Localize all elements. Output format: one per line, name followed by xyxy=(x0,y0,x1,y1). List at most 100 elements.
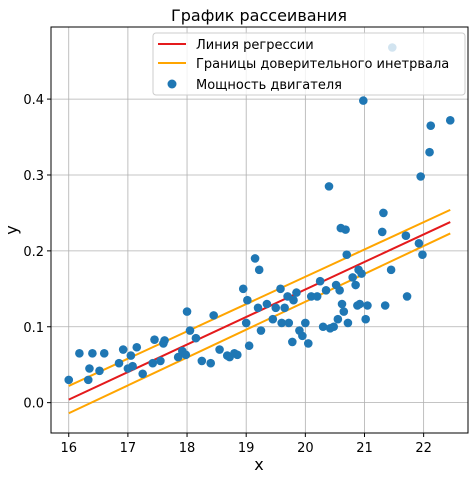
data-point xyxy=(386,265,396,275)
legend-box xyxy=(152,32,466,96)
data-point xyxy=(277,318,286,328)
data-point xyxy=(241,318,251,328)
data-point xyxy=(425,147,434,157)
data-point xyxy=(348,273,357,282)
data-point xyxy=(324,182,334,191)
data-point xyxy=(416,172,425,181)
data-point xyxy=(132,342,142,352)
x-ticks: 16 17 18 19 20 21 22 xyxy=(60,433,432,456)
data-point xyxy=(280,303,289,313)
data-point xyxy=(343,318,353,328)
data-point xyxy=(341,225,350,234)
chart-title: График рассеивания xyxy=(171,6,347,25)
data-point xyxy=(88,349,97,358)
data-point xyxy=(182,307,192,316)
data-point xyxy=(303,339,313,348)
data-point xyxy=(271,303,281,313)
data-point xyxy=(276,284,285,294)
data-point xyxy=(83,375,93,385)
plot-frame xyxy=(50,26,469,434)
data-point xyxy=(426,121,436,130)
data-point xyxy=(315,276,325,286)
data-point xyxy=(126,351,136,360)
legend: Линия регрессии Границы доверительного и… xyxy=(152,32,466,96)
data-point xyxy=(268,314,278,324)
scatter-points xyxy=(64,43,455,385)
data-point xyxy=(333,314,343,324)
data-point xyxy=(361,314,370,324)
data-point xyxy=(64,375,74,385)
data-point xyxy=(95,366,104,376)
y-tick-label: 0.1 xyxy=(23,321,44,336)
legend-confidence-label: Границы доверительного инетрвала xyxy=(196,57,449,72)
data-point xyxy=(337,299,347,309)
data-point xyxy=(380,301,390,310)
data-point xyxy=(445,116,455,125)
data-point xyxy=(85,364,94,373)
data-point xyxy=(262,299,272,309)
data-point xyxy=(118,345,128,354)
data-point xyxy=(363,301,372,310)
data-point xyxy=(318,322,328,332)
data-point xyxy=(401,231,411,240)
data-point xyxy=(418,250,427,259)
data-point xyxy=(377,227,387,237)
x-tick-label: 16 xyxy=(60,441,77,456)
data-point xyxy=(148,358,158,368)
data-point xyxy=(75,349,84,358)
data-point xyxy=(243,295,252,305)
x-axis-label: x xyxy=(254,455,263,474)
data-point xyxy=(99,349,109,358)
data-point xyxy=(379,208,388,218)
data-point xyxy=(256,326,266,335)
y-tick-label: 0.0 xyxy=(23,397,44,412)
legend-points-label: Мощность двигателя xyxy=(196,78,342,93)
data-point xyxy=(342,250,352,259)
data-point xyxy=(244,341,254,351)
data-point xyxy=(289,295,298,305)
data-point xyxy=(321,286,331,295)
data-point xyxy=(298,331,307,341)
data-point xyxy=(215,345,224,354)
x-tick-label: 18 xyxy=(179,441,196,456)
y-tick-label: 0.4 xyxy=(23,93,44,108)
data-point xyxy=(233,350,242,360)
data-point xyxy=(197,356,207,366)
y-tick-label: 0.2 xyxy=(23,245,44,260)
data-point xyxy=(414,238,424,248)
data-point xyxy=(114,358,124,368)
data-point xyxy=(150,335,159,344)
data-point xyxy=(329,322,339,332)
legend-regression-label: Линия регрессии xyxy=(196,38,314,53)
data-point xyxy=(206,358,216,368)
data-point xyxy=(335,286,344,295)
data-point xyxy=(288,337,297,347)
data-point xyxy=(173,352,183,362)
data-point xyxy=(250,254,260,263)
y-axis-label: y xyxy=(2,225,21,234)
data-point xyxy=(254,265,264,275)
data-point xyxy=(339,307,349,316)
data-point xyxy=(253,303,263,313)
data-point xyxy=(357,269,366,278)
data-point xyxy=(185,326,195,335)
x-tick-label: 17 xyxy=(120,441,137,456)
data-point xyxy=(359,96,368,105)
data-point xyxy=(191,333,201,343)
confidence-lower-line xyxy=(68,232,451,415)
data-point xyxy=(292,288,301,297)
x-tick-label: 20 xyxy=(297,441,314,456)
data-point xyxy=(181,350,191,360)
legend-points-swatch xyxy=(167,79,177,89)
y-tick-label: 0.3 xyxy=(23,169,44,184)
data-point xyxy=(238,284,248,294)
data-point xyxy=(351,280,360,290)
data-point xyxy=(306,292,316,301)
data-point xyxy=(284,318,294,328)
data-point xyxy=(355,299,365,309)
data-point xyxy=(301,318,310,328)
data-point xyxy=(312,292,322,301)
data-point xyxy=(209,311,218,320)
data-point xyxy=(160,336,169,345)
